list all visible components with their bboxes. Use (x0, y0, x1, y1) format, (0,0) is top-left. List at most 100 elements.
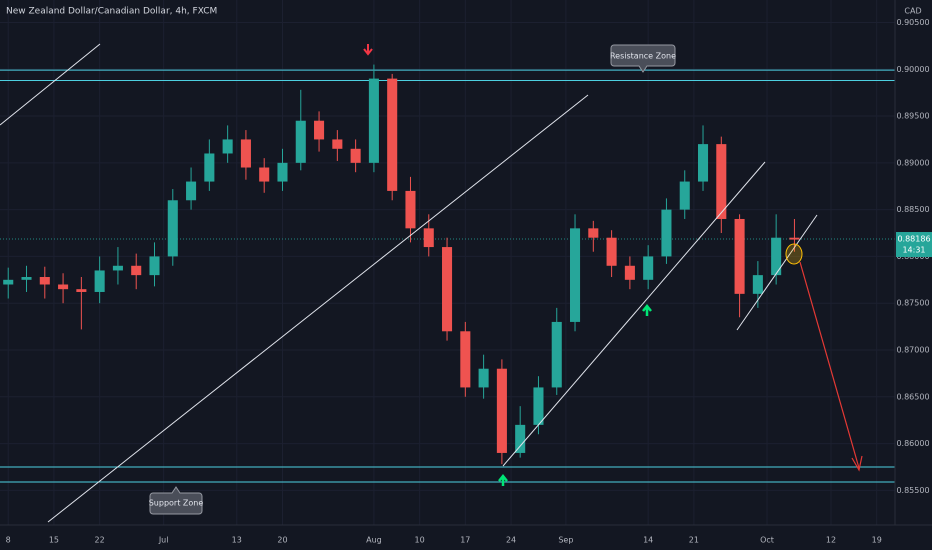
candle-body (643, 256, 654, 280)
x-tick-label: 8 (6, 536, 11, 545)
candle-body (222, 139, 233, 154)
y-tick-label: 0.87000 (896, 346, 929, 355)
label-box (149, 486, 203, 515)
candle-body (752, 275, 763, 294)
candle-body (277, 162, 288, 182)
annotation: Support Zone (149, 499, 204, 508)
x-tick-label: Aug (366, 536, 382, 545)
candle-body (240, 139, 251, 168)
candle-body (771, 237, 782, 276)
up-arrow (642, 303, 652, 316)
candles (3, 64, 800, 465)
candle-body (405, 190, 416, 229)
candle-body (789, 237, 800, 240)
candle-body (588, 228, 599, 238)
y-tick-label: 0.86500 (896, 392, 929, 401)
x-tick-label: 15 (49, 536, 59, 545)
candle-body (624, 265, 635, 280)
candle-body (478, 368, 489, 388)
candle-body (533, 387, 544, 425)
candle-body (58, 284, 69, 290)
y-tick-label: 0.89500 (896, 112, 929, 121)
last-price-label: 0.88186 (897, 235, 930, 244)
candle-body (314, 120, 325, 140)
candle-body (76, 289, 87, 292)
x-tick-label: 19 (872, 536, 882, 545)
x-tick-label: 17 (460, 536, 470, 545)
candle-body (734, 218, 745, 294)
candle-body (94, 270, 105, 292)
candle-body (259, 167, 270, 182)
candle-body (496, 368, 507, 453)
candle-body (551, 321, 562, 388)
x-tick-label: Jul (158, 536, 169, 545)
candle-body (350, 148, 361, 163)
projection-arrow (799, 261, 863, 472)
last-price-box (896, 232, 932, 258)
y-tick-label: 0.88500 (896, 205, 929, 214)
x-tick-label: 21 (689, 536, 699, 545)
zones (0, 69, 895, 483)
x-tick-label: 22 (95, 536, 105, 545)
candle-body (204, 153, 215, 182)
candle-body (423, 228, 434, 248)
support-label: Support Zone (149, 486, 204, 515)
candle-body (515, 424, 526, 453)
x-tick-label: 14 (643, 536, 653, 545)
candle-body (716, 144, 727, 219)
candle-body (679, 181, 690, 210)
candle-body (368, 78, 379, 163)
candle-body (570, 228, 581, 322)
y-tick-label: 0.90500 (896, 18, 929, 27)
candle-body (21, 277, 32, 280)
trendline (736, 214, 818, 331)
down-arrow (363, 44, 373, 56)
candle-body (606, 237, 617, 266)
drawings (0, 43, 818, 523)
x-tick-label: 13 (232, 536, 242, 545)
y-tick-label: 0.86000 (896, 439, 929, 448)
candle-body (697, 144, 709, 182)
candle-body (39, 277, 50, 285)
price-axis (895, 0, 932, 550)
candle-body (149, 256, 160, 276)
x-tick-label: 10 (415, 536, 425, 545)
candle-body (131, 265, 142, 276)
candle-body (295, 120, 306, 163)
y-tick-label: 0.90000 (896, 65, 929, 74)
chart-title: New Zealand Dollar/Canadian Dollar, 4h, … (6, 7, 217, 17)
label-box (610, 44, 676, 73)
x-tick-label: 24 (506, 536, 516, 545)
axes: 0.855000.860000.865000.870000.875000.880… (6, 18, 932, 545)
annotation: Resistance Zone (610, 52, 676, 61)
candle-body (167, 200, 178, 257)
candle-body (112, 265, 123, 271)
candle-body (332, 139, 343, 149)
trendline (0, 43, 101, 126)
y-tick-label: 0.85500 (896, 486, 929, 495)
currency: CAD (904, 7, 921, 16)
candle-body (387, 78, 398, 191)
x-tick-label: Oct (760, 536, 774, 545)
resistance-label: Resistance Zone (610, 44, 676, 73)
x-tick-label: Sep (558, 536, 573, 545)
candle-body (460, 331, 471, 388)
arrow-head (851, 455, 863, 472)
candle-body (661, 209, 672, 257)
countdown: 14:31 (902, 246, 925, 255)
x-tick-label: 12 (826, 536, 836, 545)
y-tick-label: 0.87500 (896, 299, 929, 308)
candle-body (186, 181, 197, 201)
x-tick-label: 20 (277, 536, 287, 545)
up-arrow (498, 473, 508, 486)
grid (0, 0, 895, 525)
time-axis (0, 525, 895, 550)
y-tick-label: 0.89000 (896, 158, 929, 167)
highlight-circle (785, 243, 803, 265)
trendline (502, 161, 766, 467)
candle-body (442, 247, 453, 332)
candle-body (3, 279, 14, 285)
arrow-line (799, 261, 860, 469)
trendline (47, 94, 589, 523)
